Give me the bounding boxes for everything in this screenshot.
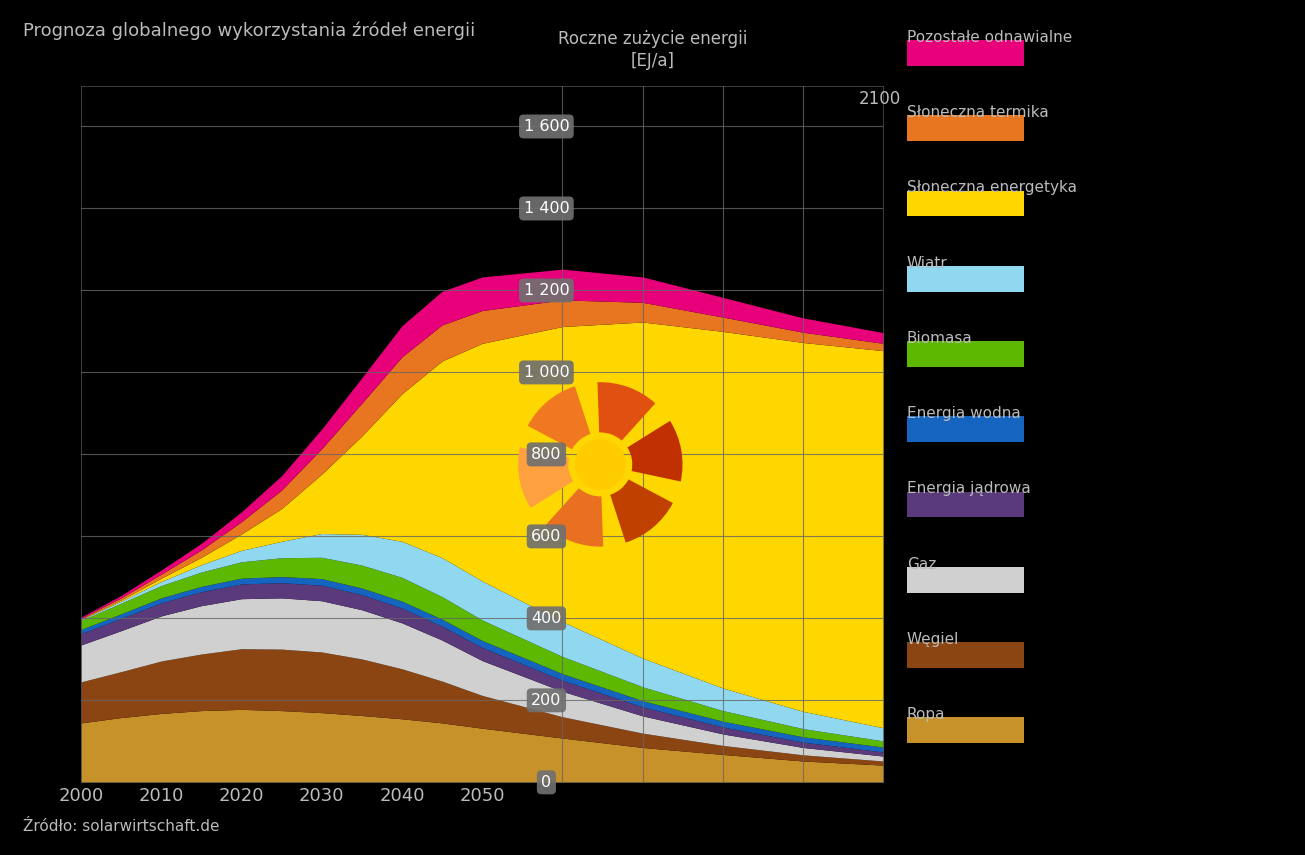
Text: 2100: 2100 xyxy=(859,90,900,108)
Text: Prognoza globalnego wykorzystania źródeł energii: Prognoza globalnego wykorzystania źródeł… xyxy=(23,21,476,40)
Text: 600: 600 xyxy=(531,529,561,544)
Text: Słoneczna energetyka: Słoneczna energetyka xyxy=(907,180,1077,196)
Text: Roczne zużycie energii
[EJ/a]: Roczne zużycie energii [EJ/a] xyxy=(557,30,748,70)
Text: Energia jądrowa: Energia jądrowa xyxy=(907,481,1031,497)
Text: Węgiel: Węgiel xyxy=(907,632,959,647)
Wedge shape xyxy=(518,447,573,508)
Text: Źródło: solarwirtschaft.de: Źródło: solarwirtschaft.de xyxy=(23,818,221,834)
Circle shape xyxy=(574,439,626,490)
Wedge shape xyxy=(527,386,590,450)
Text: 800: 800 xyxy=(531,447,561,462)
Text: 200: 200 xyxy=(531,693,561,708)
Text: 1 600: 1 600 xyxy=(523,119,569,134)
Text: 0: 0 xyxy=(542,775,552,790)
Text: 1 000: 1 000 xyxy=(523,365,569,380)
Text: 1 200: 1 200 xyxy=(523,283,569,298)
Text: Wiatr: Wiatr xyxy=(907,256,947,271)
Wedge shape xyxy=(628,421,683,481)
Wedge shape xyxy=(545,488,603,546)
Text: Biomasa: Biomasa xyxy=(907,331,972,346)
Text: Gaz: Gaz xyxy=(907,557,936,572)
Text: 1 400: 1 400 xyxy=(523,201,569,216)
Text: Słoneczna termika: Słoneczna termika xyxy=(907,105,1049,121)
Wedge shape xyxy=(611,480,673,543)
Text: 400: 400 xyxy=(531,610,561,626)
Text: Ropa: Ropa xyxy=(907,707,946,722)
Wedge shape xyxy=(598,382,655,440)
Text: Energia wodna: Energia wodna xyxy=(907,406,1021,422)
Text: Pozostałe odnawialne: Pozostałe odnawialne xyxy=(907,30,1073,45)
